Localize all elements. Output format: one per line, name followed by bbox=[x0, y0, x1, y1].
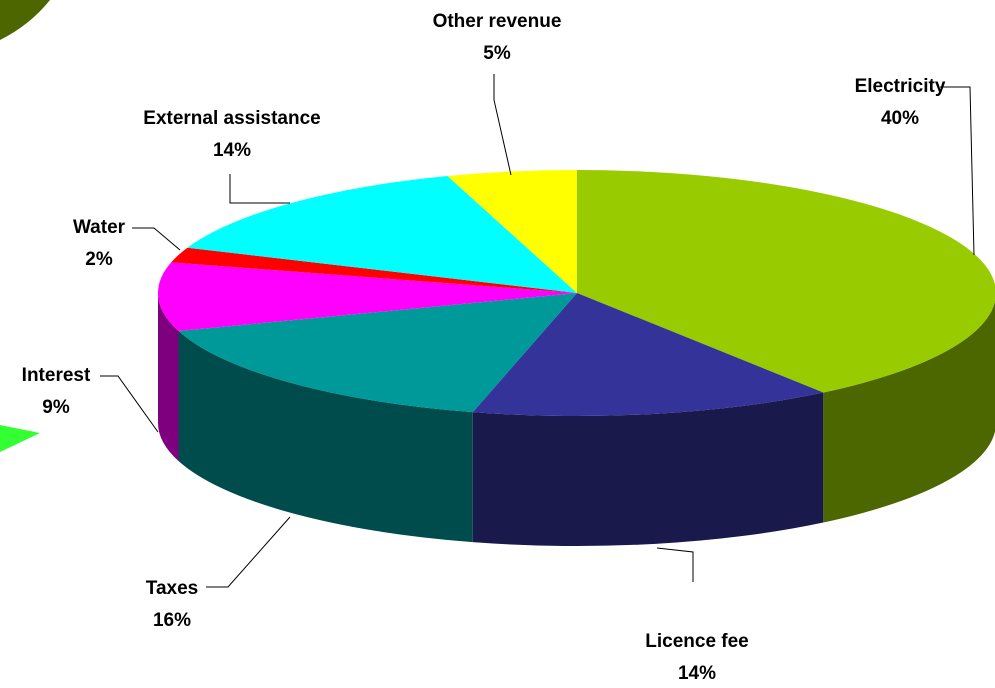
slice-side bbox=[178, 331, 473, 543]
leader-line bbox=[132, 227, 181, 251]
slice-value-label: 2% bbox=[85, 249, 113, 270]
slice bbox=[158, 262, 577, 332]
slice bbox=[472, 293, 824, 417]
slice-label: Water bbox=[73, 217, 126, 238]
slice bbox=[187, 176, 577, 293]
pie-labels: Electricity 40% Licence fee 14% Taxes 16% Inte… bbox=[22, 11, 975, 684]
slice-label: External assistance bbox=[143, 108, 320, 129]
slice-value-label: 14% bbox=[678, 663, 716, 684]
leader-line bbox=[940, 86, 975, 256]
slice-value-label: 14% bbox=[213, 140, 251, 161]
slice bbox=[171, 247, 578, 293]
slice-label: Taxes bbox=[146, 578, 198, 599]
slice-value-label: 9% bbox=[42, 397, 70, 418]
pie-tops bbox=[158, 170, 995, 417]
slice-side bbox=[158, 293, 179, 462]
slice-side bbox=[823, 301, 995, 523]
slice-value-label: 16% bbox=[153, 610, 191, 631]
pie-sides bbox=[158, 293, 995, 546]
slice bbox=[178, 293, 577, 413]
slice-value-label: 5% bbox=[483, 43, 511, 64]
slice-value-label: 40% bbox=[881, 108, 919, 129]
leader-line bbox=[656, 547, 694, 582]
slice bbox=[577, 170, 995, 393]
leader-line bbox=[100, 375, 159, 433]
leader-line bbox=[206, 516, 291, 588]
leader-line bbox=[493, 74, 512, 176]
slice-label: Interest bbox=[22, 365, 91, 386]
decoration bbox=[0, 0, 50, 40]
leader-line bbox=[229, 174, 290, 204]
slice-label: Electricity bbox=[855, 76, 946, 97]
slice-label: Licence fee bbox=[645, 631, 749, 652]
slice-side bbox=[472, 392, 824, 546]
decoration bbox=[0, 425, 40, 452]
slice bbox=[447, 170, 577, 293]
slice-label: Other revenue bbox=[433, 11, 562, 32]
